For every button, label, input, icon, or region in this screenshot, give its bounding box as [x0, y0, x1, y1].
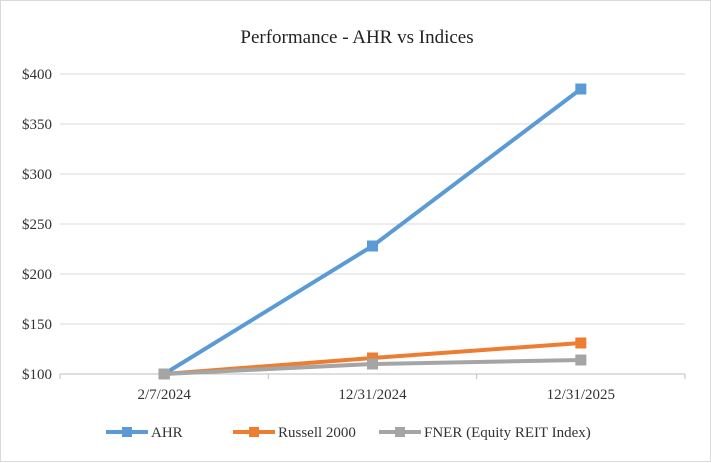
data-point: [575, 83, 587, 95]
data-point: [367, 352, 378, 364]
legend-item: AHR: [106, 425, 183, 441]
gridlines: [60, 73, 685, 375]
y-tick-label: $150: [22, 317, 52, 333]
y-tick-label: $350: [22, 117, 52, 133]
legend-item: FNER (Equity REIT Index): [379, 425, 591, 441]
data-point: [367, 358, 378, 370]
y-tick-label: $250: [22, 217, 52, 233]
legend-swatch-marker: [122, 427, 132, 437]
y-tick-label: $200: [22, 267, 52, 283]
legend-swatch-marker: [249, 427, 259, 437]
data-point: [158, 368, 170, 380]
series-lines: [158, 83, 587, 380]
x-tick-label: 12/31/2025: [547, 387, 615, 403]
legend-label: AHR: [151, 425, 183, 441]
y-tick-label: $300: [22, 167, 52, 183]
legend-label: FNER (Equity REIT Index): [424, 425, 591, 441]
data-point: [367, 240, 378, 252]
legend: AHR Russell 2000 FNER (Equity REIT Index): [106, 425, 591, 441]
y-tick-label: $400: [22, 67, 52, 83]
y-axis-ticks: $100 $150 $200 $250 $300 $350 $400: [22, 67, 52, 383]
series-0: [158, 83, 587, 380]
legend-swatch-marker: [395, 427, 405, 437]
series-2: [158, 354, 587, 380]
legend-item: Russell 2000: [233, 425, 356, 441]
data-point: [575, 354, 587, 366]
x-tick-label: 12/31/2024: [338, 387, 407, 403]
legend-label: Russell 2000: [278, 425, 356, 441]
x-tick-label: 2/7/2024: [137, 387, 191, 403]
x-axis: 2/7/2024 12/31/2024 12/31/2025: [59, 374, 686, 403]
data-point: [575, 337, 587, 349]
chart-title: Performance - AHR vs Indices: [240, 27, 473, 48]
y-tick-label: $100: [22, 367, 52, 383]
series-line: [162, 87, 583, 376]
